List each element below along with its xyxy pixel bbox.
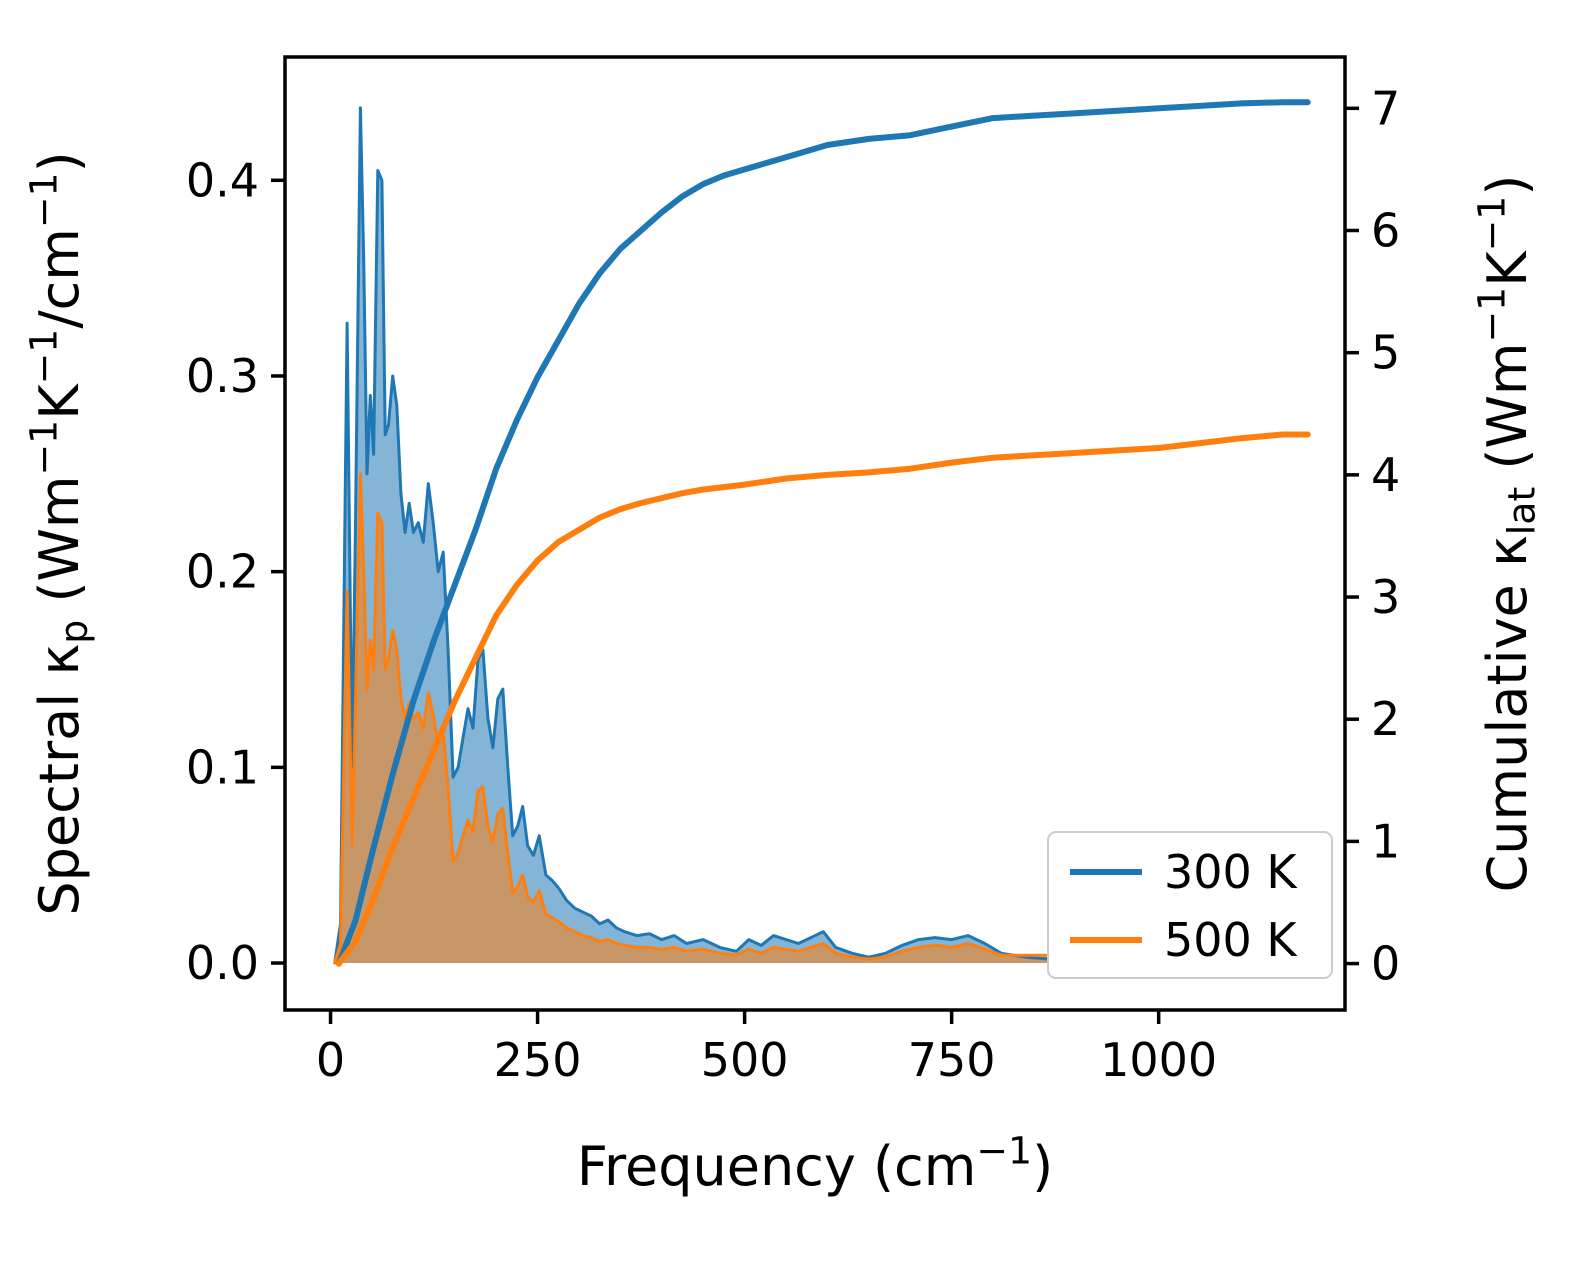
axes-frame bbox=[283, 55, 1347, 1012]
y-right-tick-label: 5 bbox=[1371, 326, 1400, 380]
legend-label: 500 K bbox=[1164, 913, 1298, 967]
x-tick-label: 750 bbox=[908, 1033, 996, 1087]
y-left-tick-label: 0.3 bbox=[186, 349, 259, 403]
y-axis-right: 0 1 2 3 4 5 6 7 bbox=[1345, 81, 1400, 991]
y-left-tick-label: 0.1 bbox=[186, 740, 259, 794]
cumulative-500K-line bbox=[335, 431, 1311, 967]
cumulative-300K-line bbox=[335, 99, 1311, 967]
y-axis-left-title: Spectral κp (Wm−1K−1/cm−1) bbox=[21, 151, 95, 915]
x-axis: 0 250 500 750 1000 bbox=[316, 1010, 1217, 1087]
x-axis-title: Frequency (cm−1) bbox=[577, 1128, 1053, 1198]
y-right-tick-label: 7 bbox=[1371, 81, 1400, 135]
y-right-tick-label: 1 bbox=[1371, 814, 1400, 868]
spectral-300K-line bbox=[333, 106, 1301, 965]
spectral-500K-line bbox=[333, 472, 1301, 965]
y-left-tick-label: 0.2 bbox=[186, 545, 259, 599]
y-left-tick-label: 0.0 bbox=[186, 936, 259, 990]
y-left-tick-label: 0.4 bbox=[186, 153, 259, 207]
legend-entry: 300 K bbox=[1070, 845, 1298, 899]
spectral-500K-area bbox=[334, 473, 1300, 963]
x-tick-label: 250 bbox=[494, 1033, 582, 1087]
y-right-tick-label: 4 bbox=[1371, 448, 1400, 502]
y-right-tick-label: 6 bbox=[1371, 203, 1400, 257]
plot-area bbox=[333, 99, 1311, 967]
y-right-tick-label: 3 bbox=[1371, 570, 1400, 624]
x-tick-label: 0 bbox=[316, 1033, 345, 1087]
legend-entry: 500 K bbox=[1070, 913, 1298, 967]
y-right-tick-label: 0 bbox=[1371, 937, 1400, 991]
x-tick-label: 1000 bbox=[1100, 1033, 1217, 1087]
legend-label: 300 K bbox=[1164, 845, 1298, 899]
y-right-tick-label: 2 bbox=[1371, 692, 1400, 746]
y-axis-right-title: Cumulative κlat (Wm−1K−1) bbox=[1469, 175, 1543, 893]
legend: 300 K 500 K bbox=[1047, 831, 1333, 979]
x-tick-label: 500 bbox=[701, 1033, 789, 1087]
y-axis-left: 0.0 0.1 0.2 0.3 0.4 bbox=[186, 153, 285, 990]
